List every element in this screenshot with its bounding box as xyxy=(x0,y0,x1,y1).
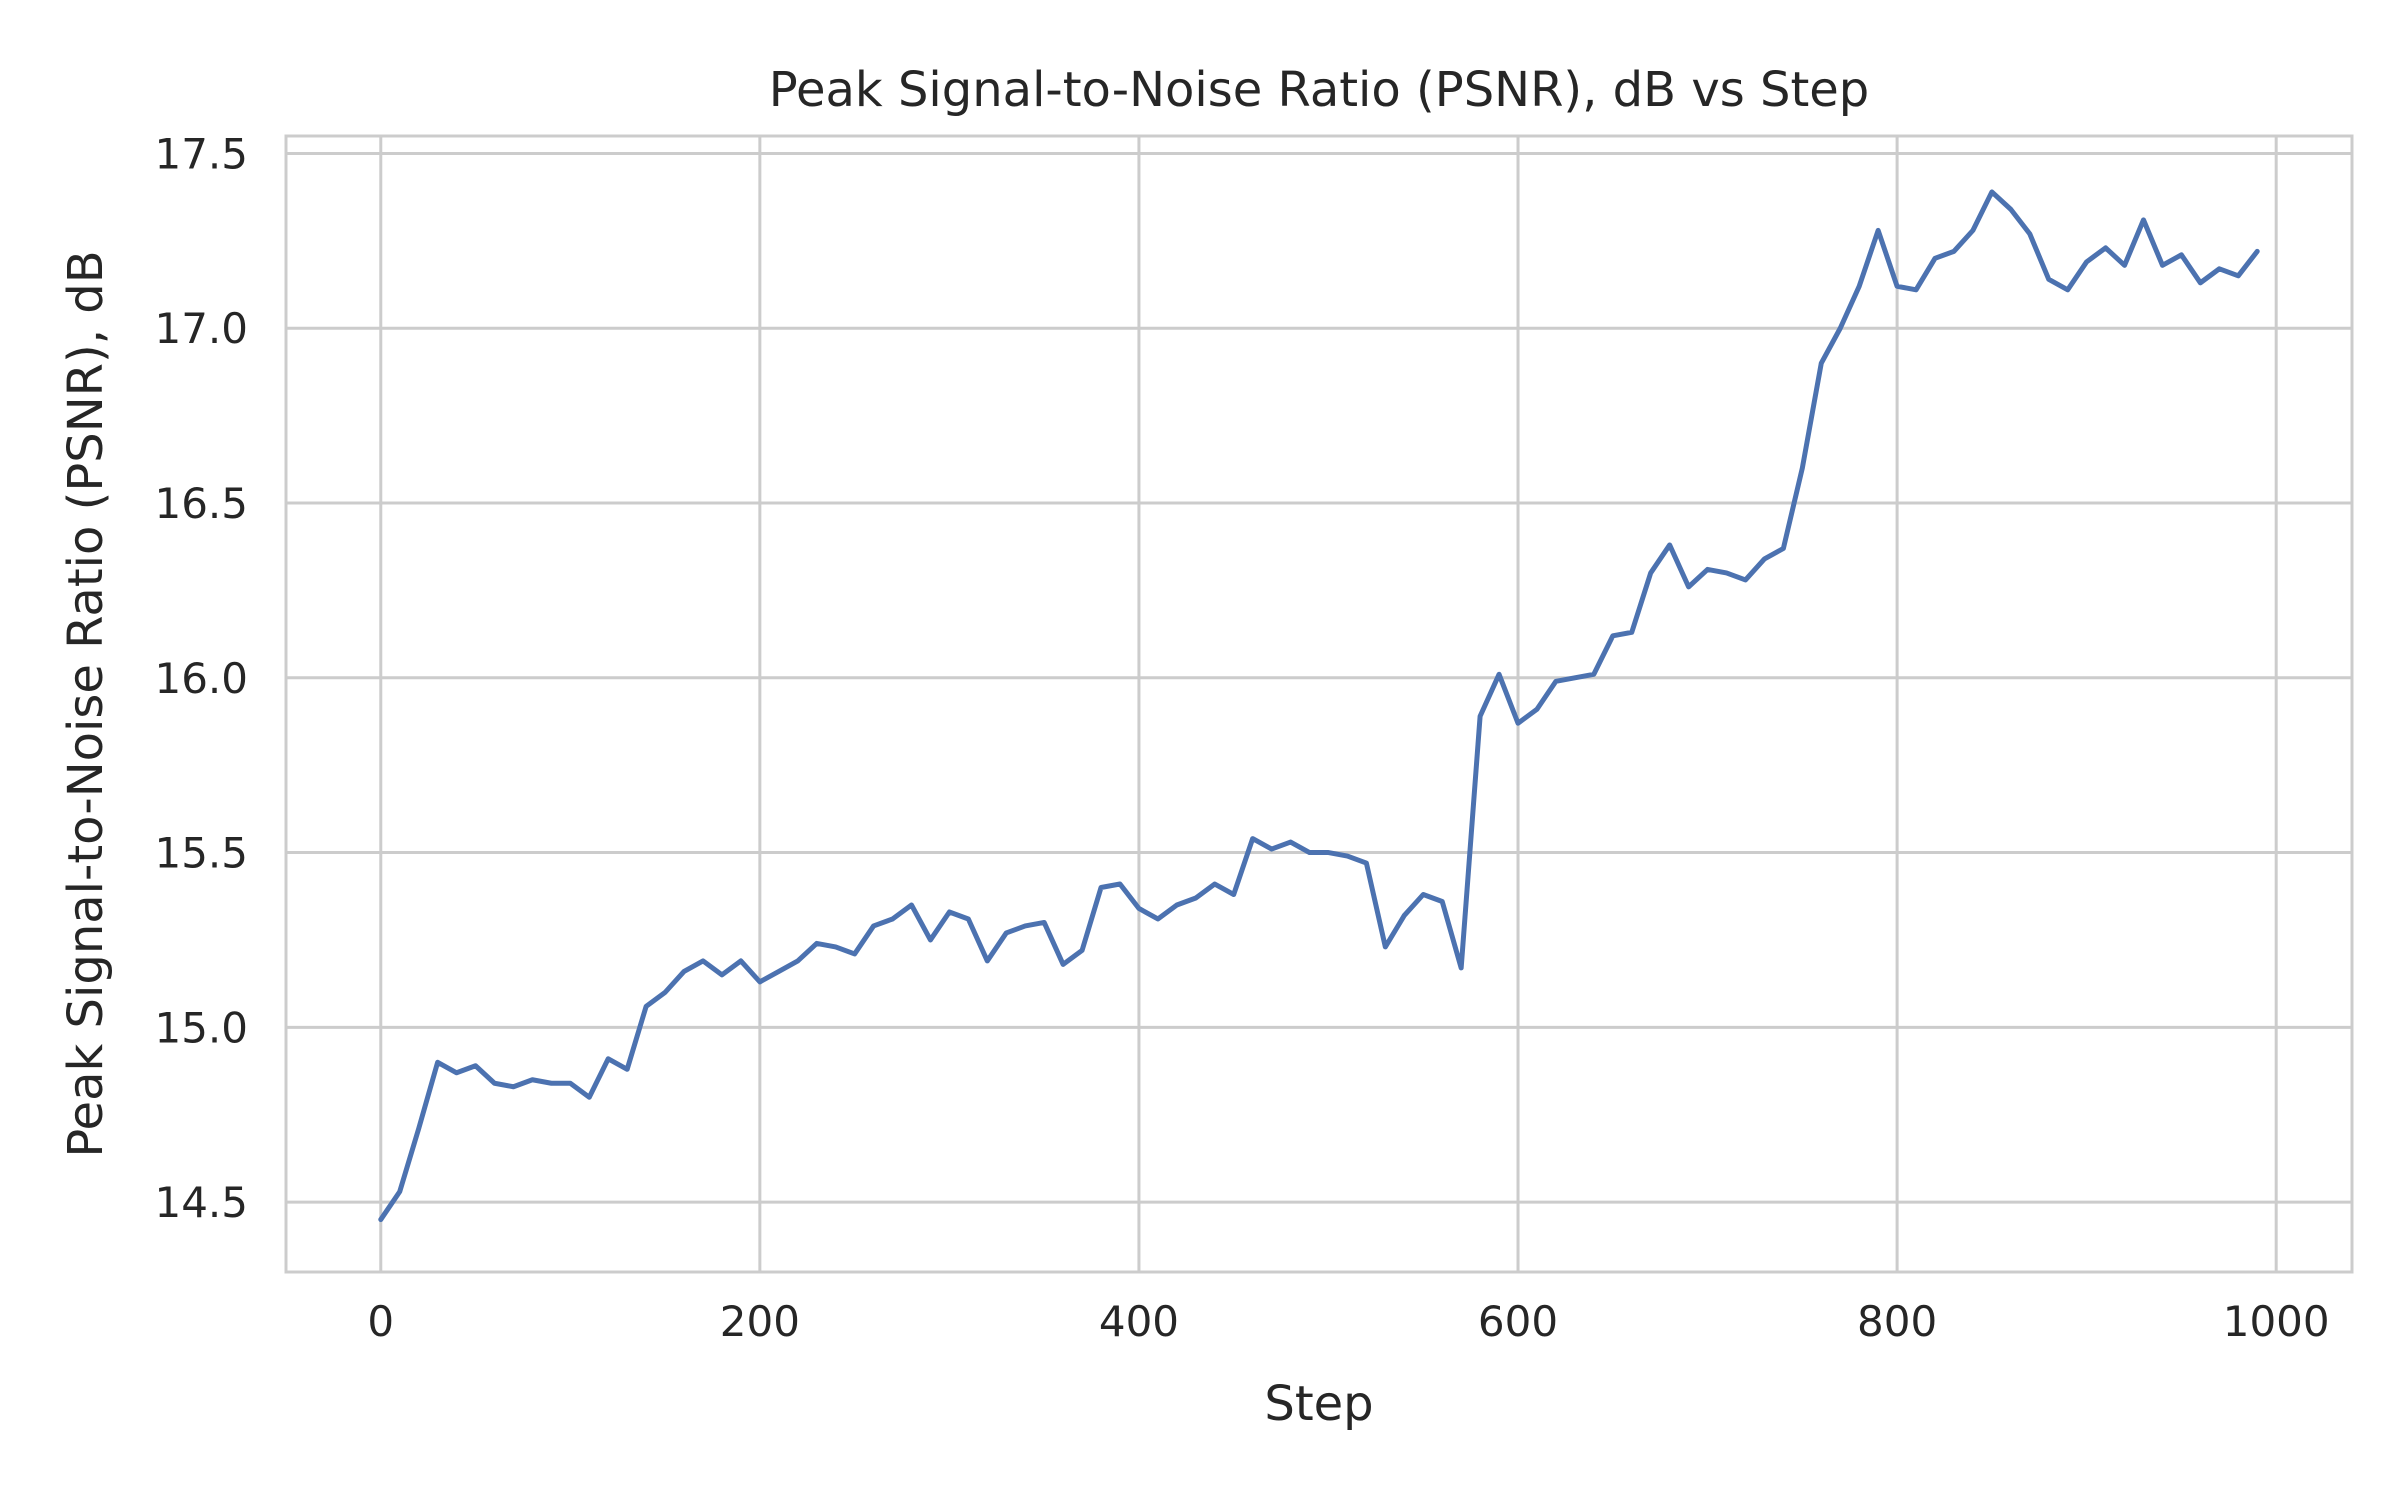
series-layer xyxy=(378,189,2260,1223)
x-tick-label: 800 xyxy=(1857,1297,1937,1346)
series-line xyxy=(378,189,2260,1223)
y-tick-label: 15.5 xyxy=(154,829,248,878)
y-axis-label: Peak Signal-to-Noise Ratio (PSNR), dB xyxy=(58,250,114,1157)
x-tick-label: 0 xyxy=(367,1297,394,1346)
y-tick-label: 16.0 xyxy=(154,654,248,703)
plot-area xyxy=(286,136,2352,1272)
x-tick-label: 200 xyxy=(720,1297,800,1346)
y-tick-label: 14.5 xyxy=(154,1178,248,1227)
x-tick-label: 600 xyxy=(1478,1297,1558,1346)
x-tick-labels: 0 200 400 600 800 1000 xyxy=(367,1297,2329,1346)
x-axis-label: Step xyxy=(1264,1376,1373,1432)
y-tick-label: 16.5 xyxy=(154,479,248,528)
chart-title: Peak Signal-to-Noise Ratio (PSNR), dB vs… xyxy=(769,62,1870,118)
x-tick-label: 400 xyxy=(1099,1297,1179,1346)
y-tick-label: 17.0 xyxy=(154,304,248,353)
y-tick-label: 15.0 xyxy=(154,1003,248,1052)
grid-lines xyxy=(286,136,2352,1272)
y-tick-labels: 14.5 15.0 15.5 16.0 16.5 17.0 17.5 xyxy=(154,129,248,1227)
y-tick-label: 17.5 xyxy=(154,129,248,178)
x-tick-label: 1000 xyxy=(2223,1297,2330,1346)
plot-frame xyxy=(284,134,2354,1274)
